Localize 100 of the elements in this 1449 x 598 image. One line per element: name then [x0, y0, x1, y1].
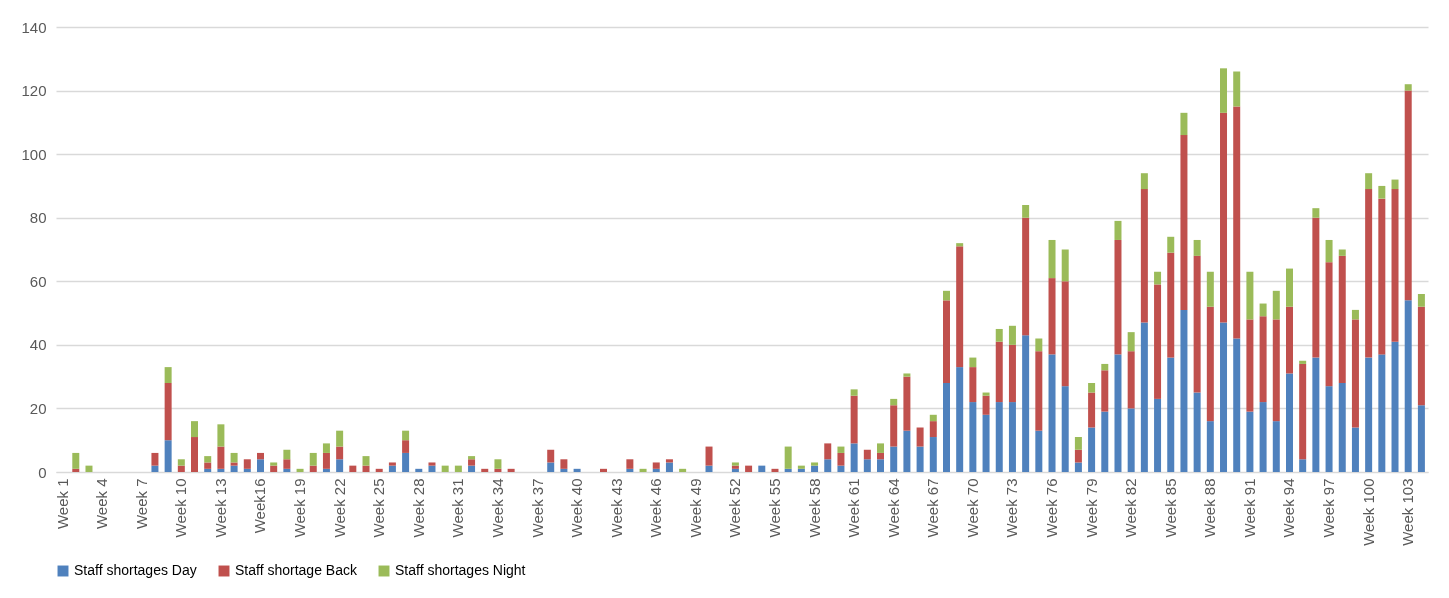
bar: [1285, 373, 1293, 472]
bar: [1022, 335, 1030, 472]
x-tick-label: Week 88: [1201, 478, 1219, 538]
bar: [652, 468, 660, 472]
legend-label: Staff shortages Day: [74, 562, 197, 578]
bar: [969, 367, 977, 403]
x-tick-label: Week 10: [172, 478, 190, 538]
bar: [956, 243, 964, 247]
bar: [283, 459, 291, 469]
bar: [1048, 239, 1056, 279]
x-tick-label: Week16: [251, 478, 269, 534]
bar: [929, 414, 937, 422]
bar: [1061, 281, 1069, 387]
bar: [1233, 71, 1241, 107]
bar: [811, 465, 819, 472]
bar: [1246, 319, 1254, 412]
bar: [995, 402, 1003, 472]
x-tick-label: Week 52: [726, 478, 744, 538]
bar: [1365, 357, 1373, 472]
bar: [850, 443, 858, 472]
y-tick-label: 140: [21, 18, 47, 36]
bar: [191, 421, 199, 438]
bar: [1022, 217, 1030, 336]
bar: [1061, 249, 1069, 282]
x-tick-label: Week 67: [924, 478, 942, 538]
bar: [1220, 112, 1228, 323]
x-tick-label: Week 37: [528, 478, 546, 538]
bar: [929, 437, 937, 472]
y-tick-label: 120: [21, 82, 47, 100]
bar: [388, 462, 396, 466]
bar: [322, 443, 330, 453]
bar: [599, 468, 607, 472]
bar: [1074, 437, 1082, 450]
bar: [942, 300, 950, 383]
bar: [1206, 421, 1214, 472]
bar: [877, 443, 885, 453]
bar: [1048, 278, 1056, 355]
bar: [1351, 319, 1359, 428]
bar: [230, 465, 238, 472]
bar: [428, 465, 436, 472]
bar: [217, 446, 225, 469]
bar: [1048, 354, 1056, 472]
x-tick-label: Week 73: [1003, 478, 1021, 538]
bar: [916, 446, 924, 472]
bar: [1299, 459, 1307, 472]
bar: [1404, 84, 1412, 91]
bar: [191, 437, 199, 472]
bar: [982, 414, 990, 472]
bar: [322, 452, 330, 469]
bar: [1035, 430, 1043, 472]
bar: [890, 446, 898, 472]
bar: [1272, 421, 1280, 472]
bar: [468, 456, 476, 460]
x-tick-label: Week 82: [1122, 478, 1140, 538]
x-tick-label: Week 70: [963, 478, 981, 538]
bar: [626, 459, 634, 469]
bar: [850, 389, 858, 396]
bar: [903, 373, 911, 377]
bar: [1272, 290, 1280, 320]
bar: [151, 452, 159, 466]
y-tick-label: 0: [38, 463, 47, 481]
bar: [1154, 271, 1162, 285]
bar: [1338, 255, 1346, 383]
x-tick-label: Week 64: [884, 478, 902, 538]
bar: [652, 462, 660, 469]
bar: [85, 465, 93, 472]
bar: [309, 465, 317, 472]
bar: [956, 367, 964, 472]
bar: [1140, 189, 1148, 323]
bar: [573, 468, 581, 472]
bar: [1088, 427, 1096, 472]
bar: [877, 452, 885, 460]
bar: [1312, 217, 1320, 358]
bar: [1233, 338, 1241, 472]
x-tick-label: Week 28: [409, 478, 427, 538]
x-tick-label: Week 79: [1082, 478, 1100, 538]
bar: [1391, 179, 1399, 190]
bar: [1154, 398, 1162, 472]
x-tick-label: Week 19: [291, 478, 309, 538]
bar: [1220, 68, 1228, 113]
bar: [1259, 303, 1267, 317]
x-tick-label: Week 91: [1240, 478, 1258, 538]
bar: [1114, 220, 1122, 240]
bar: [1193, 239, 1201, 256]
bar: [863, 459, 871, 472]
x-tick-label: Week 43: [607, 478, 625, 538]
bar: [956, 246, 964, 368]
bar: [903, 430, 911, 472]
bar: [230, 452, 238, 463]
bar: [1114, 354, 1122, 472]
bar: [929, 421, 937, 438]
bar: [1101, 363, 1109, 371]
bar: [1417, 306, 1425, 406]
x-tick-label: Week 55: [765, 478, 783, 538]
bar: [1220, 322, 1228, 472]
bar: [1167, 236, 1175, 253]
bar: [177, 459, 185, 466]
bar: [679, 468, 687, 472]
y-tick-label: 100: [21, 145, 47, 163]
bar: [1127, 408, 1135, 472]
